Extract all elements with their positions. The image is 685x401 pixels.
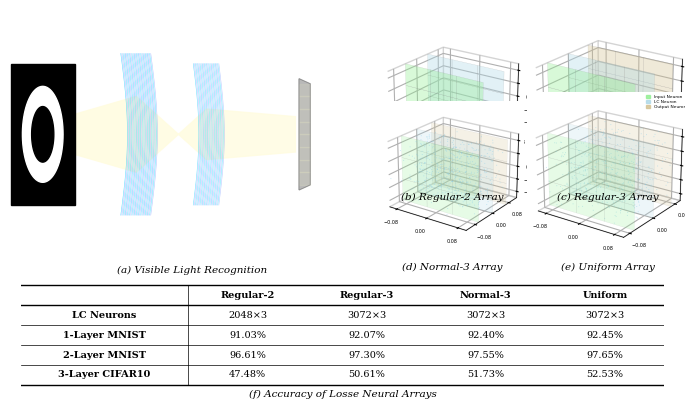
Polygon shape xyxy=(299,96,310,109)
Polygon shape xyxy=(23,86,63,182)
Text: Uniform: Uniform xyxy=(582,291,627,300)
Text: (b) Regular-2 Array: (b) Regular-2 Array xyxy=(401,192,503,202)
Text: (a) Visible Light Recognition: (a) Visible Light Recognition xyxy=(116,266,267,275)
Polygon shape xyxy=(75,96,136,172)
Polygon shape xyxy=(299,109,310,122)
Polygon shape xyxy=(299,172,310,185)
Text: 3072×3: 3072×3 xyxy=(466,310,506,320)
Text: (f) Accuracy of Losse Neural Arrays: (f) Accuracy of Losse Neural Arrays xyxy=(249,390,436,399)
Polygon shape xyxy=(136,96,207,172)
Text: (c) Regular-3 Array: (c) Regular-3 Array xyxy=(557,192,659,202)
Text: 2048×3: 2048×3 xyxy=(228,310,267,320)
Text: 2-Layer MNIST: 2-Layer MNIST xyxy=(63,350,146,360)
Text: 52.53%: 52.53% xyxy=(586,371,623,379)
Text: 3-Layer CIFAR10: 3-Layer CIFAR10 xyxy=(58,371,151,379)
Text: 91.03%: 91.03% xyxy=(229,330,266,340)
Text: (e) Uniform Array: (e) Uniform Array xyxy=(561,263,655,272)
Text: 1-Layer MNIST: 1-Layer MNIST xyxy=(63,330,146,340)
Text: 97.65%: 97.65% xyxy=(586,350,623,360)
Text: 51.73%: 51.73% xyxy=(467,371,504,379)
Polygon shape xyxy=(32,107,54,162)
Text: 47.48%: 47.48% xyxy=(229,371,266,379)
Text: 97.55%: 97.55% xyxy=(467,350,504,360)
Text: 92.40%: 92.40% xyxy=(467,330,504,340)
Polygon shape xyxy=(299,160,310,172)
Text: (d) Normal-3 Array: (d) Normal-3 Array xyxy=(402,263,502,272)
Text: 92.45%: 92.45% xyxy=(586,330,623,340)
Text: 50.61%: 50.61% xyxy=(348,371,385,379)
Text: 3072×3: 3072×3 xyxy=(585,310,625,320)
Polygon shape xyxy=(299,134,310,147)
Text: 97.30%: 97.30% xyxy=(348,350,385,360)
Text: 96.61%: 96.61% xyxy=(229,350,266,360)
Polygon shape xyxy=(299,84,310,96)
Polygon shape xyxy=(207,109,295,160)
Bar xyxy=(10,64,75,205)
Polygon shape xyxy=(299,79,310,190)
Text: Regular-2: Regular-2 xyxy=(221,291,275,300)
Text: 3072×3: 3072×3 xyxy=(347,310,386,320)
Polygon shape xyxy=(299,122,310,134)
Text: Regular-3: Regular-3 xyxy=(340,291,394,300)
Text: LC Neurons: LC Neurons xyxy=(72,310,136,320)
Text: Normal-3: Normal-3 xyxy=(460,291,512,300)
Text: 92.07%: 92.07% xyxy=(348,330,385,340)
Legend: Input Neuron, LC Neuron, Output Neuron: Input Neuron, LC Neuron, Output Neuron xyxy=(646,94,685,109)
Polygon shape xyxy=(299,147,310,160)
